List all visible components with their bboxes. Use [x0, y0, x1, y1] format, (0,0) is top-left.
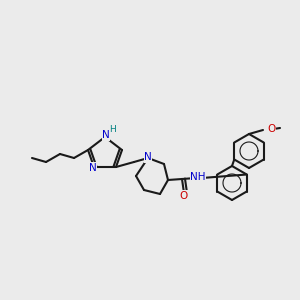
Text: O: O [180, 191, 188, 201]
Text: NH: NH [190, 172, 206, 182]
Text: N: N [102, 130, 110, 140]
Text: N: N [89, 163, 97, 173]
Text: N: N [144, 152, 152, 162]
Text: H: H [110, 125, 116, 134]
Text: O: O [267, 124, 275, 134]
